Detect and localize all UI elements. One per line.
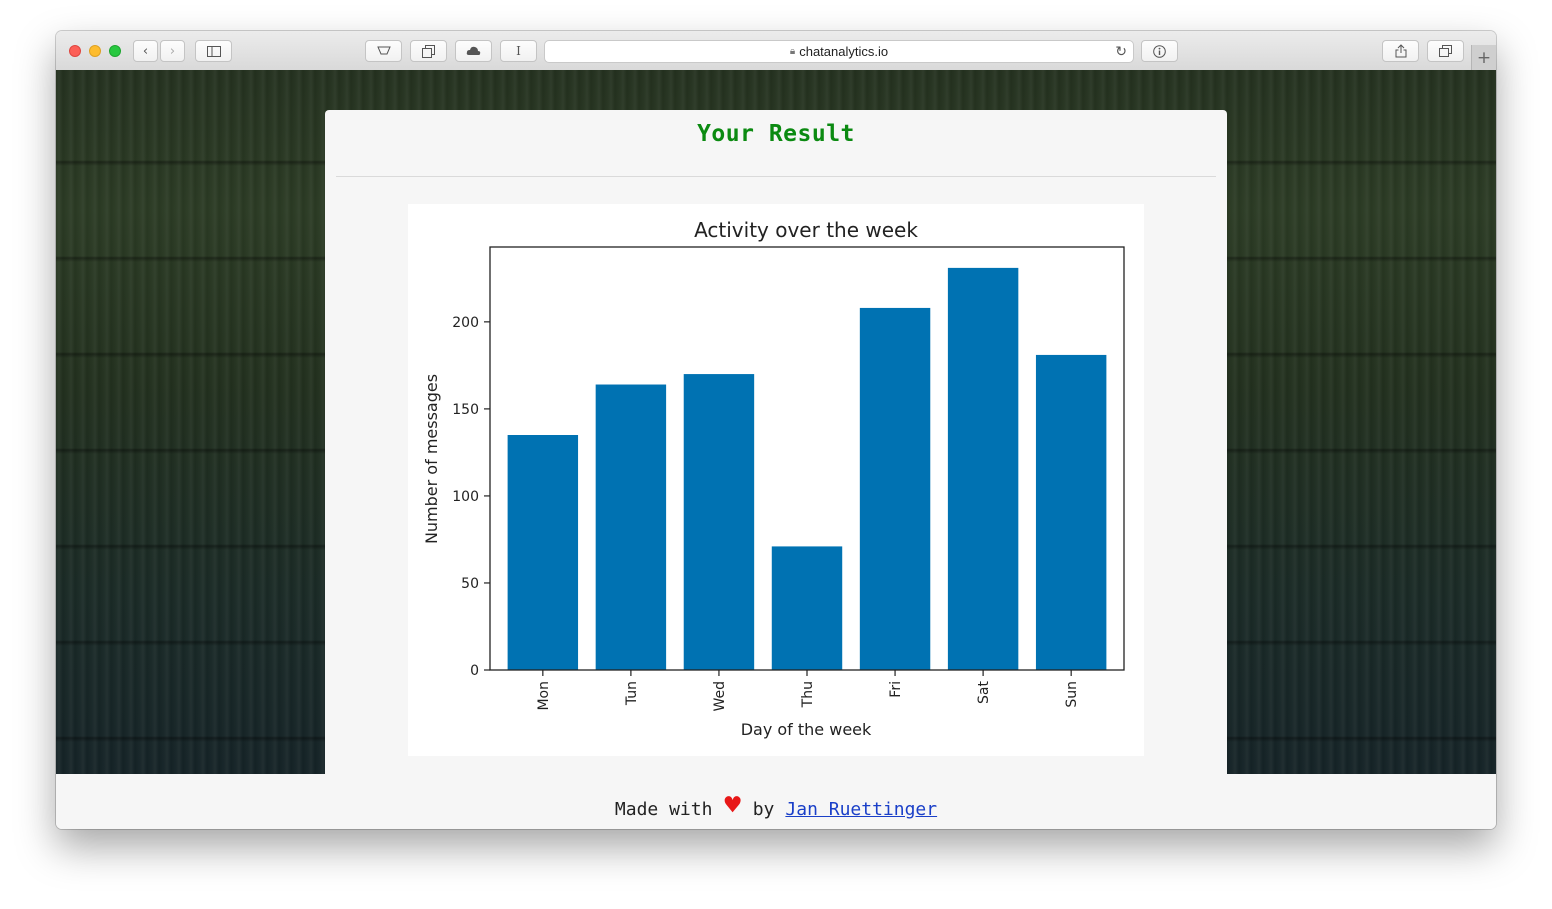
text-cursor-button[interactable]: I (500, 40, 537, 62)
bar-wed (683, 374, 755, 670)
reload-icon[interactable]: ↻ (1115, 43, 1127, 59)
footer-by: by (752, 798, 775, 820)
activity-chart: Activity over the week 0 50 100 150 200 Mon T… (422, 218, 1125, 739)
address-bar[interactable]: 🔒︎ chatanalytics.io ↻ (544, 40, 1134, 63)
bar-sat (947, 267, 1019, 670)
back-button[interactable]: ‹ (133, 40, 158, 62)
reader-button[interactable] (365, 40, 402, 62)
tab-overview-button[interactable] (410, 40, 447, 62)
browser-toolbar: ‹ › I 🔒︎ chatanalytics.io ↻ (56, 31, 1496, 71)
x-axis-label: Day of the week (741, 720, 872, 739)
zoom-window-button[interactable] (109, 45, 121, 57)
copy-icon (422, 44, 435, 58)
sidebar-button[interactable] (195, 40, 232, 62)
minimize-window-button[interactable] (89, 45, 101, 57)
footer-made-with: Made with (614, 798, 713, 820)
new-tab-button[interactable]: + (1471, 45, 1496, 70)
plus-icon: + (1476, 47, 1492, 68)
heart-icon: ♥ (724, 789, 741, 821)
y-tick-label: 150 (452, 402, 479, 418)
page-title: Your Result (697, 121, 855, 147)
x-tick-label-sun: Sun (1064, 681, 1080, 708)
bar-mon (507, 435, 579, 670)
sidebar-icon (206, 45, 221, 57)
share-button[interactable] (1382, 40, 1419, 62)
footer: Made with ♥ by Jan Ruettinger (56, 774, 1496, 829)
x-tick-label-thu: Thu (800, 681, 816, 708)
bar-fri (859, 307, 931, 670)
divider (336, 176, 1216, 177)
chevron-left-icon: ‹ (142, 43, 149, 59)
y-axis-label: Number of messages (422, 374, 441, 544)
bar-sun (1035, 354, 1107, 670)
text-cursor-icon: I (516, 44, 521, 58)
x-tick-label-tun: Tun (624, 681, 640, 706)
lock-icon: 🔒︎ (789, 46, 796, 57)
x-tick-label-wed: Wed (712, 681, 728, 712)
tabs-icon (1439, 45, 1452, 57)
forward-button[interactable]: › (160, 40, 185, 62)
y-tick-label: 50 (461, 576, 479, 592)
y-tick-label: 200 (452, 315, 479, 331)
y-tick-label: 0 (470, 663, 479, 679)
bar-thu (771, 546, 843, 670)
x-tick-label-fri: Fri (888, 681, 904, 698)
info-icon (1153, 44, 1166, 58)
browser-window: ‹ › I 🔒︎ chatanalytics.io ↻ (56, 31, 1496, 829)
info-button[interactable] (1141, 40, 1178, 62)
author-link[interactable]: Jan Ruettinger (785, 798, 938, 820)
result-card: Your Result Activity over the week 0 50 10… (325, 110, 1227, 774)
x-tick-label-mon: Mon (536, 681, 552, 711)
close-window-button[interactable] (69, 45, 81, 57)
page-background: Your Result Activity over the week 0 50 10… (56, 70, 1496, 774)
bar-tun (595, 384, 667, 670)
chart-title: Activity over the week (694, 218, 918, 242)
share-icon (1395, 44, 1406, 58)
chevron-right-icon: › (169, 43, 176, 59)
cloud-button[interactable] (455, 40, 492, 62)
x-tick-label-sat: Sat (976, 681, 992, 704)
plot-frame (489, 246, 1125, 671)
y-tick-label: 100 (452, 489, 479, 505)
chart-container: Activity over the week 0 50 100 150 200 Mon T… (408, 204, 1144, 756)
tabs-button[interactable] (1427, 40, 1464, 62)
shield-icon (376, 46, 391, 55)
url-text: chatanalytics.io (799, 44, 889, 59)
cloud-icon (466, 46, 481, 55)
